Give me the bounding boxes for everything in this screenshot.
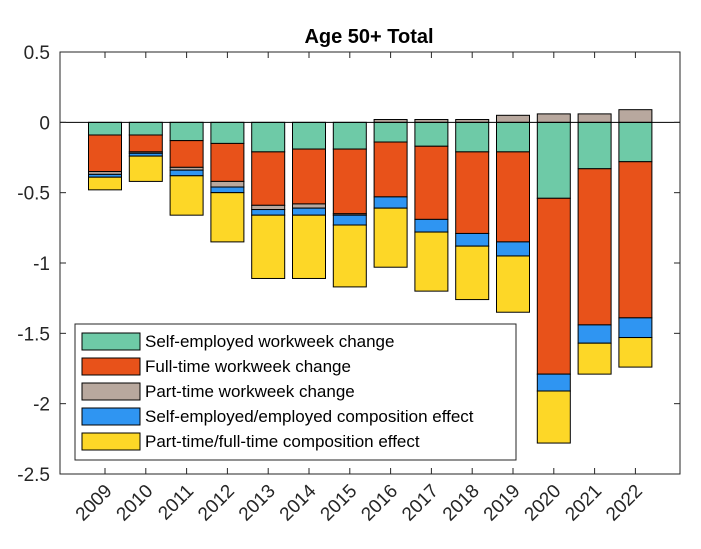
bar-2012-series-4 [210,192,245,243]
bar-2016-series-0 [373,121,408,143]
y-tick-label: -1.5 [17,324,50,345]
bar-2022-series-1 [618,161,653,319]
bar-2018-series-1 [455,151,490,234]
bar-2010-series-0 [128,121,163,136]
legend-label: Full-time workweek change [145,357,351,376]
bar-2021-series-3 [577,324,612,344]
y-axis: 0.5 0 -0.5 -1 -1.5 -2 -2.5 [17,43,680,486]
bar-2022-series-4 [618,337,653,368]
legend: Self-employed workweek change Full-time w… [74,323,517,461]
y-tick-label: 0 [39,113,50,134]
legend-swatch [81,382,141,401]
bar-2010-series-4 [128,155,163,182]
x-tick-label: 2016 [357,481,402,526]
bar-2012-series-1 [210,142,245,182]
bar-2020-series-0 [536,121,571,199]
y-tick-label: -1 [33,254,50,275]
bar-2019-series-0 [496,121,530,153]
bar-2013-series-2 [251,204,286,211]
legend-label: Part-time workweek change [145,382,355,401]
bar-2020-series-1 [536,197,571,375]
bar-2011-series-3 [169,169,204,177]
bar-2016-series-4 [373,207,408,268]
x-tick-label: 2018 [439,481,484,526]
legend-box [74,323,517,461]
legend-swatch [81,332,141,351]
bar-2013-series-1 [251,151,286,206]
bar-2014-series-0 [292,121,326,150]
bar-2022-series-3 [618,317,653,339]
bar-2012-series-2 [210,180,245,188]
bar-2020-series-4 [536,390,571,444]
x-tick-label: 2011 [154,481,198,525]
bar-2013-series-0 [251,121,286,153]
x-tick-label: 2015 [317,481,362,526]
bar-2009-series-0 [88,121,122,136]
legend-swatch [81,407,141,426]
bar-2019-series-2 [496,114,530,123]
legend-label: Self-employed/employed composition effec… [145,407,474,426]
bar-2015-series-1 [332,148,367,215]
y-tick-label: -2 [33,395,50,416]
x-tick-label: 2020 [521,481,566,526]
bar-2011-series-4 [169,175,204,216]
x-tick-label: 2021 [561,481,606,526]
x-tick-label: 2022 [602,481,647,526]
y-tick-label: -2.5 [17,465,50,486]
bar-2021-series-2 [577,113,612,123]
bar-2019-series-1 [496,151,530,243]
bar-2012-series-3 [210,186,245,194]
bar-2011-series-1 [169,140,204,168]
bar-2013-series-3 [251,209,286,216]
bar-2014-series-2 [292,203,326,209]
x-tick-label: 2012 [194,481,239,526]
bar-2017-series-4 [414,231,449,292]
bar-2019-series-3 [496,241,530,257]
bar-2020-series-3 [536,373,571,392]
y-tick-label: -0.5 [17,184,50,205]
y-tick-label: 0.5 [24,43,50,64]
bar-2009-series-4 [88,176,122,191]
x-tick-label: 2014 [276,480,321,525]
legend-swatch [81,357,141,376]
bar-2014-series-1 [292,148,326,205]
bar-2018-series-0 [455,121,490,153]
bar-2018-series-4 [455,245,490,301]
x-tick-label: 2017 [398,481,443,526]
legend-label: Part-time/full-time composition effect [145,432,420,451]
bar-2015-series-4 [332,224,367,288]
bar-2011-series-0 [169,121,204,142]
bar-2015-series-3 [332,214,367,226]
bar-2022-series-0 [618,121,653,163]
bar-2018-series-3 [455,232,490,247]
legend-label: Self-employed workweek change [145,332,394,351]
bar-2019-series-4 [496,255,530,313]
bar-2021-series-0 [577,121,612,170]
x-tick-label: 2013 [235,481,280,526]
bar-2009-series-1 [88,134,122,173]
chart-title: Age 50+ Total [304,26,433,48]
bar-2021-series-4 [577,342,612,375]
x-tick-label: 2010 [113,481,158,526]
bar-2016-series-1 [373,141,408,198]
x-tick-label: 2019 [480,481,525,526]
bar-2017-series-3 [414,218,449,233]
bar-2014-series-3 [292,207,326,216]
bar-2013-series-4 [251,214,286,279]
bar-2015-series-0 [332,121,367,150]
bar-2022-series-2 [618,109,653,123]
bar-2010-series-1 [128,134,163,153]
bar-2016-series-3 [373,196,408,209]
bar-2012-series-0 [210,121,245,144]
legend-swatch [81,432,141,451]
bars-group [88,109,653,444]
bar-2017-series-0 [414,121,449,147]
bar-2021-series-1 [577,168,612,326]
x-tick-label: 2009 [72,481,117,526]
bar-2017-series-1 [414,145,449,220]
bar-2020-series-2 [536,113,571,123]
bar-2014-series-4 [292,214,326,279]
